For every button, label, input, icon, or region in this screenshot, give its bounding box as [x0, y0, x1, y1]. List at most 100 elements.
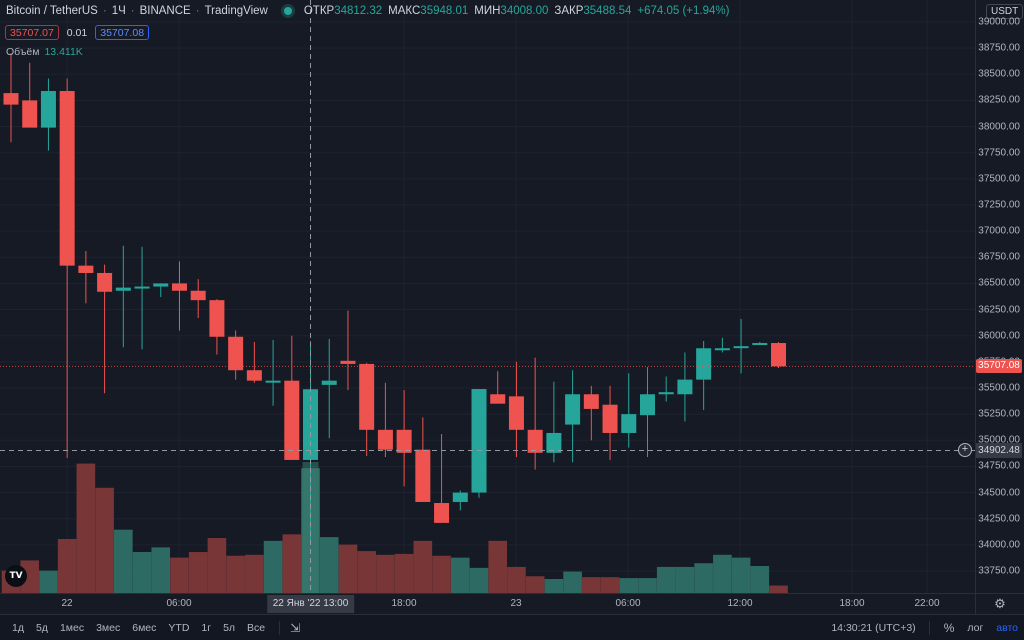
candle-body [377, 429, 393, 450]
price-tick: 37750.00 [978, 147, 1020, 159]
price-tick: 34750.00 [978, 460, 1020, 472]
candle-body [22, 100, 38, 128]
symbol-name[interactable]: Bitcoin / TetherUS [6, 5, 98, 17]
range-button-YTD[interactable]: YTD [168, 621, 190, 634]
candle-body [153, 283, 169, 287]
volume-bar [226, 555, 245, 593]
candle-body [396, 429, 412, 453]
trade-prices: 35707.07 0.01 35707.08 [5, 25, 150, 40]
volume-bar [638, 578, 657, 593]
exchange: BINANCE [139, 5, 191, 17]
percent-toggle[interactable]: % [943, 620, 955, 635]
price-tick: 36250.00 [978, 304, 1020, 316]
open-label: ОТКР [303, 5, 335, 17]
volume-bar [394, 553, 414, 593]
interval[interactable]: 1Ч [111, 5, 126, 17]
range-button-1г[interactable]: 1г [201, 621, 212, 634]
volume-bar [619, 578, 639, 593]
volume-bar [338, 544, 358, 593]
volume-bar [170, 557, 189, 593]
candle-body [265, 380, 281, 383]
price-tick: 34250.00 [978, 513, 1020, 525]
volume-bar [713, 554, 732, 593]
price-tick: 38500.00 [978, 68, 1020, 80]
volume-bar [95, 487, 114, 593]
candle-body [565, 394, 581, 425]
goto-date-icon[interactable]: ⇲ [290, 620, 301, 635]
volume-bar [600, 577, 620, 593]
candle-body [733, 346, 749, 349]
volume-bar [376, 554, 395, 593]
candle-body [752, 343, 768, 346]
candle-body [171, 283, 187, 291]
volume-bar [39, 570, 58, 593]
clock[interactable]: 14:30:21 (UTC+3) [831, 621, 916, 634]
currency-button[interactable]: USDT [986, 4, 1024, 19]
range-button-5л[interactable]: 5л [223, 621, 236, 634]
time-tick: 23 [510, 598, 522, 609]
range-button-6мес[interactable]: 6мес [132, 621, 157, 634]
price-tick: 39000.00 [978, 16, 1020, 28]
crosshair-time-label: 22 Янв '22 13:00 [266, 595, 355, 613]
candle-body [527, 429, 543, 453]
volume-bar [132, 552, 152, 593]
symbol-legend: Bitcoin / TetherUS · 1Ч · BINANCE · Trad… [6, 5, 730, 17]
time-tick: 12:00 [727, 598, 753, 609]
auto-scale-toggle[interactable]: авто [996, 621, 1018, 634]
volume-bar [675, 566, 695, 593]
volume-bar [525, 576, 545, 593]
volume-legend: Объём 13.411K [6, 46, 83, 58]
candle-body [321, 380, 337, 385]
candle-body [583, 394, 599, 409]
candle-body [714, 348, 730, 351]
time-tick: 22 [61, 598, 73, 609]
sell-button[interactable]: 35707.07 [5, 25, 59, 40]
candle-body [97, 272, 113, 292]
last-price-label: 35707.08 [976, 359, 1022, 374]
time-tick: 18:00 [391, 598, 417, 609]
volume-bar [151, 547, 171, 593]
market-status-icon [283, 7, 292, 15]
time-axis[interactable]: 22 06:00 18:00 23 06:00 12:00 18:00 22:00 22 Янв… [0, 593, 975, 614]
time-tick: 18:00 [839, 598, 865, 609]
volume-bar [450, 557, 470, 593]
date-range-buttons: 1д 5д 1мес 3мес 6мес YTD 1г 5л Все [0, 622, 265, 634]
tradingview-logo-icon[interactable]: TV [5, 565, 27, 587]
volume-bar [76, 463, 96, 593]
log-toggle[interactable]: лог [967, 621, 984, 634]
candle-body [696, 348, 712, 380]
divider [279, 620, 281, 635]
range-button-1мес[interactable]: 1мес [59, 621, 85, 634]
volume-bar [188, 552, 208, 593]
price-tick: 38000.00 [978, 121, 1020, 133]
price-tick: 37500.00 [978, 173, 1020, 185]
buy-button[interactable]: 35707.08 [95, 25, 150, 40]
price-tick: 36000.00 [978, 330, 1020, 342]
candle-body [490, 394, 506, 404]
candle-body [602, 404, 618, 433]
candle-body [771, 343, 787, 367]
price-tick: 35000.00 [978, 434, 1020, 446]
candle-body [508, 396, 524, 430]
range-button-Все[interactable]: Все [247, 621, 266, 634]
price-tick: 37000.00 [978, 225, 1020, 237]
settings-gear-icon[interactable]: ⚙ [975, 593, 1024, 614]
range-button-1д[interactable]: 1д [12, 621, 24, 634]
add-alert-plus-icon[interactable]: + [958, 443, 972, 458]
change-value: +674.05 (+1.94%) [637, 5, 730, 17]
volume-bar [563, 571, 582, 593]
price-tick: 36500.00 [978, 277, 1020, 289]
candle-body [658, 392, 674, 395]
volume-label: Объём [6, 46, 40, 58]
range-button-3мес[interactable]: 3мес [96, 621, 121, 634]
range-button-5д[interactable]: 5д [35, 621, 48, 634]
chart-canvas[interactable] [0, 0, 975, 593]
high-value: 35948.01 [420, 5, 469, 17]
divider [928, 620, 930, 635]
candle-body [115, 287, 131, 291]
volume-bar [413, 540, 433, 593]
low-value: 34008.00 [500, 5, 549, 17]
low-label: МИН [474, 5, 501, 17]
price-tick: 38250.00 [978, 94, 1020, 106]
price-axis[interactable]: USDT 39000.00 38750.00 38500.00 38250.00 380… [975, 0, 1024, 593]
